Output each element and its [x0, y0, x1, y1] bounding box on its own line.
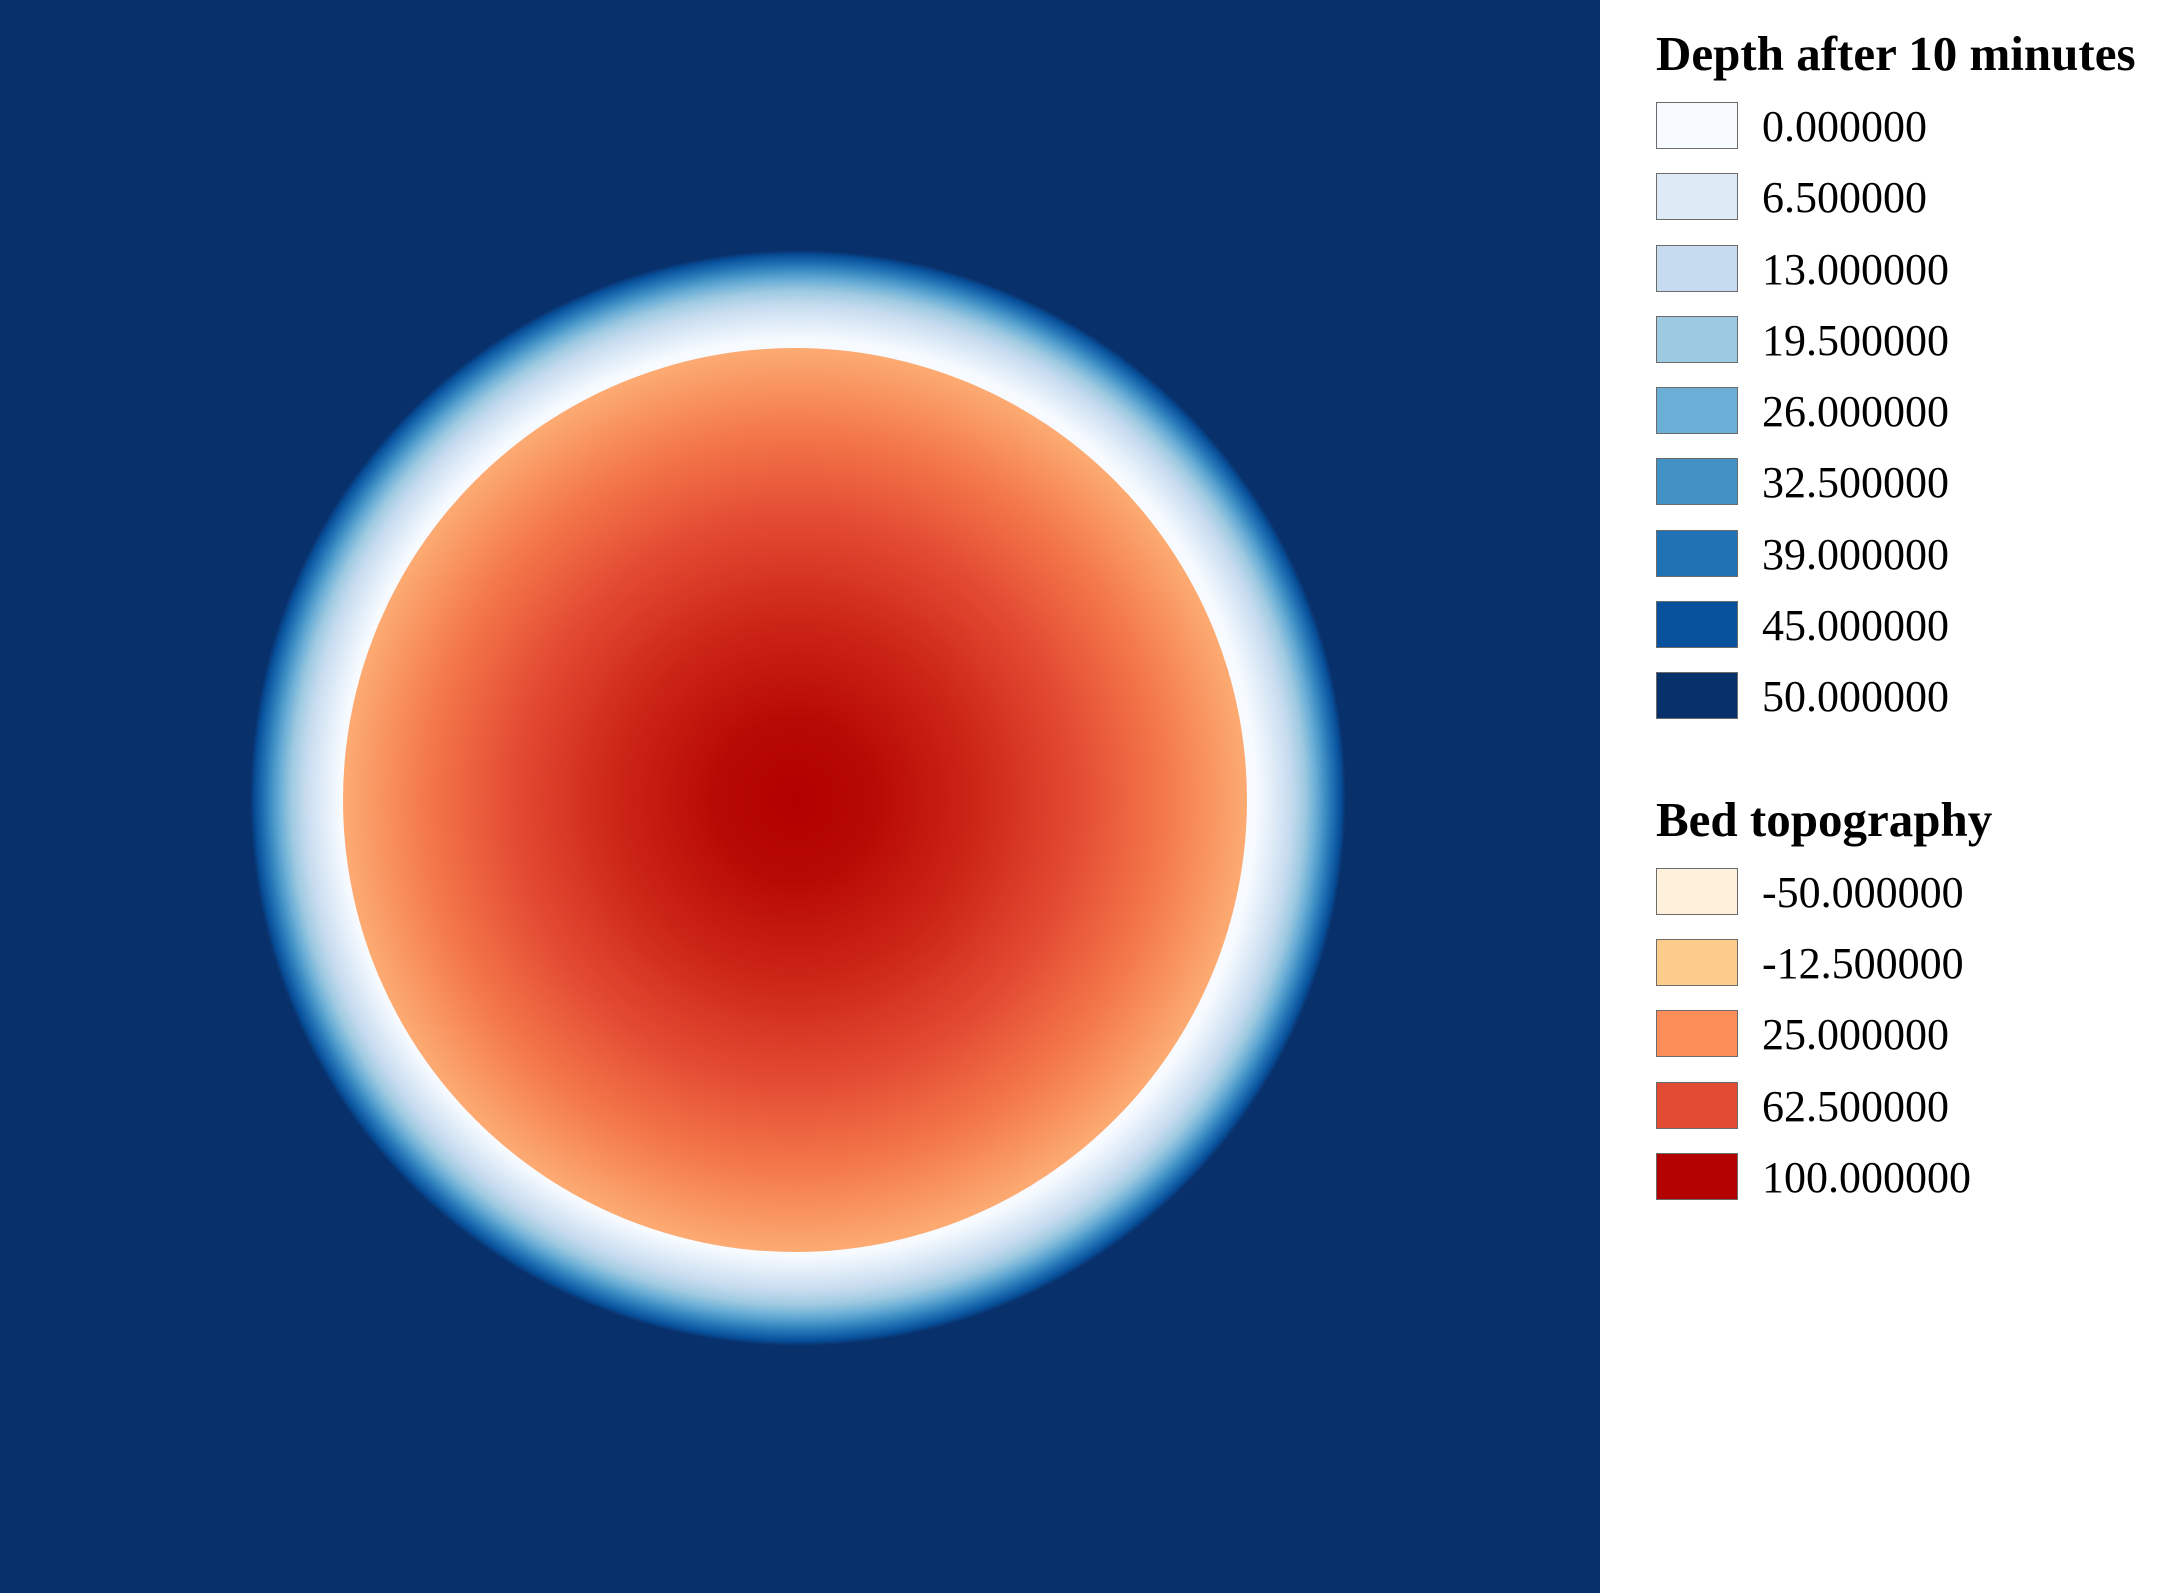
depth-legend-swatch — [1656, 458, 1738, 506]
depth-legend-label: 0.000000 — [1762, 102, 1927, 151]
bed-legend-swatch — [1656, 1152, 1738, 1200]
bed-legend-label: -12.500000 — [1762, 938, 1964, 988]
depth-legend-swatch — [1656, 529, 1738, 577]
bed-legend-label: 25.000000 — [1762, 1010, 1949, 1060]
depth-legend-swatch — [1656, 244, 1738, 292]
bed-legend-swatch — [1656, 938, 1738, 986]
bed-legend-label: -50.000000 — [1762, 867, 1964, 917]
depth-legend-item: 13.000000 — [1656, 244, 2166, 316]
bed-legend-item: -12.500000 — [1656, 938, 2166, 1010]
depth-legend-label: 26.000000 — [1762, 387, 1949, 437]
bed-legend-items: -50.000000 -12.500000 25.000000 62.500000 10… — [1656, 867, 2166, 1224]
depth-legend-item: 19.500000 — [1656, 315, 2166, 387]
legend-panel: Depth after 10 minutes 0.000000 6.500000 1… — [1656, 24, 2166, 1224]
depth-legend-swatch — [1656, 315, 1738, 363]
map-canvas[interactable] — [0, 0, 1600, 1593]
depth-legend-label: 50.000000 — [1762, 672, 1949, 722]
depth-legend-label: 39.000000 — [1762, 529, 1949, 579]
depth-legend-items: 0.000000 6.500000 13.000000 19.500000 26.000… — [1656, 102, 2166, 744]
depth-legend-item: 32.500000 — [1656, 458, 2166, 529]
depth-legend-label: 19.500000 — [1762, 315, 1949, 365]
depth-legend-title: Depth after 10 minutes — [1656, 26, 2136, 81]
bed-legend-item: 62.500000 — [1656, 1081, 2166, 1153]
bed-legend-title: Bed topography — [1656, 791, 1993, 847]
depth-legend-item: 50.000000 — [1656, 672, 2166, 743]
bed-legend-item: 25.000000 — [1656, 1010, 2166, 1081]
bed-legend-label: 100.000000 — [1762, 1152, 1971, 1202]
depth-legend-label: 6.500000 — [1762, 173, 1927, 223]
bed-legend: Bed topography -50.000000 -12.500000 25.00… — [1656, 790, 2166, 1224]
raster-map — [250, 250, 1346, 1346]
depth-legend-swatch — [1656, 173, 1738, 221]
bed-legend-item: -50.000000 — [1656, 867, 2166, 939]
depth-legend-swatch — [1656, 601, 1738, 649]
depth-legend-label: 45.000000 — [1762, 601, 1949, 651]
bed-mound — [343, 348, 1247, 1252]
depth-legend-swatch — [1656, 387, 1738, 435]
depth-legend-item: 26.000000 — [1656, 387, 2166, 458]
depth-legend-label: 13.000000 — [1762, 244, 1949, 294]
depth-legend-item: 45.000000 — [1656, 601, 2166, 672]
depth-legend-item: 6.500000 — [1656, 173, 2166, 244]
bed-legend-item: 100.000000 — [1656, 1152, 2166, 1224]
depth-legend-item: 39.000000 — [1656, 529, 2166, 601]
bed-legend-label: 62.500000 — [1762, 1081, 1949, 1131]
depth-legend-swatch — [1656, 102, 1738, 149]
depth-legend-label: 32.500000 — [1762, 458, 1949, 508]
bed-legend-swatch — [1656, 1081, 1738, 1129]
depth-legend-item: 0.000000 — [1656, 102, 2166, 173]
bed-legend-swatch — [1656, 867, 1738, 915]
depth-legend: Depth after 10 minutes 0.000000 6.500000 1… — [1656, 24, 2166, 744]
depth-legend-swatch — [1656, 672, 1738, 720]
bed-legend-swatch — [1656, 1010, 1738, 1058]
